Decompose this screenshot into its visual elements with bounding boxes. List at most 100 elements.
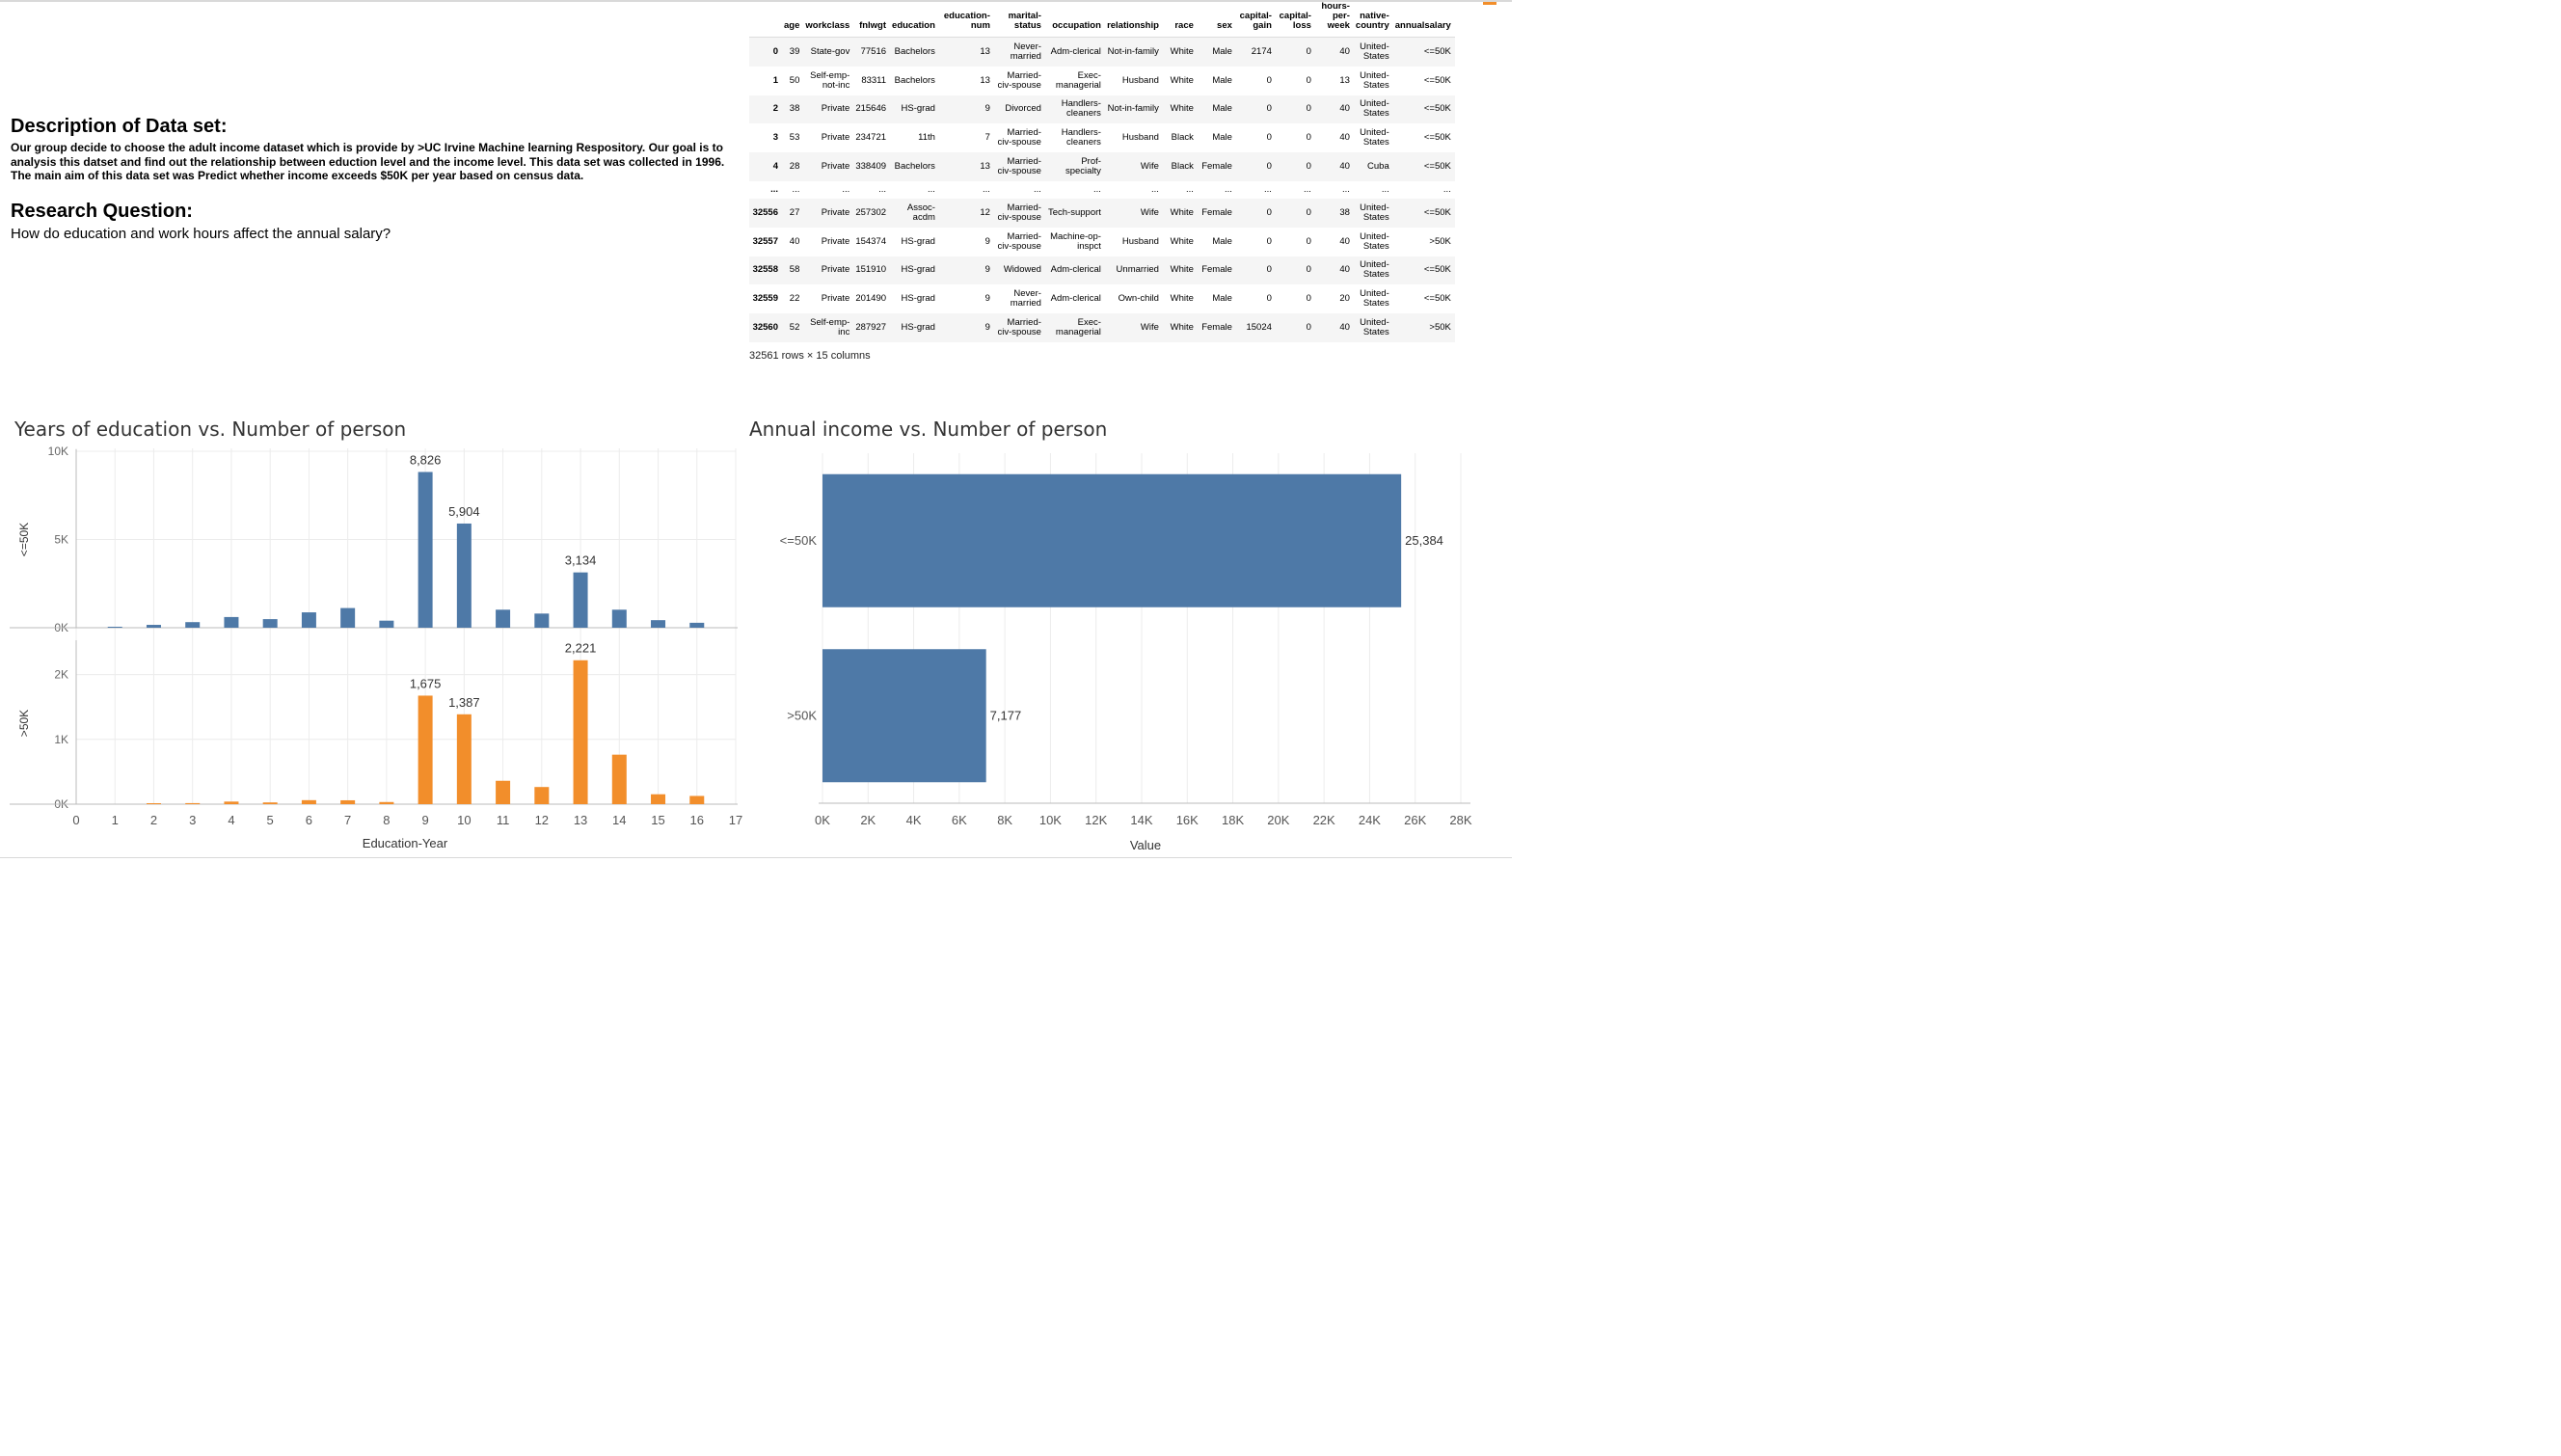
table-cell: Widowed bbox=[993, 256, 1045, 285]
table-cell: 2174 bbox=[1235, 37, 1276, 67]
table-column-header: capital-loss bbox=[1275, 2, 1315, 38]
x-tick-label: 20K bbox=[1267, 813, 1289, 827]
table-cell: 9 bbox=[938, 256, 994, 285]
table-cell: Black bbox=[1171, 132, 1194, 144]
table-cell: 154374 bbox=[855, 235, 887, 247]
table-cell: Husband bbox=[1121, 235, 1159, 247]
table-cell: 0 bbox=[1306, 235, 1311, 247]
table-cell: Private bbox=[803, 198, 854, 228]
table-cell: Handlers-cleaners bbox=[1061, 127, 1101, 148]
x-tick-label: 1 bbox=[112, 813, 119, 827]
table-cell: 0 bbox=[1266, 235, 1272, 247]
table-cell: Male bbox=[1212, 132, 1232, 144]
table-cell: 52 bbox=[782, 313, 804, 342]
x-tick-label: 6 bbox=[306, 813, 312, 827]
table-cell: White bbox=[1170, 74, 1194, 86]
income-bar-chart: 0K 2K 4K 6K 8K 10K 12K 14K 16K 18K 20K 22K 24K 26K 28K… bbox=[780, 453, 1472, 852]
row-index: 32559 bbox=[752, 293, 778, 305]
data-label: 1,675 bbox=[410, 676, 442, 690]
bar bbox=[379, 801, 394, 804]
bar bbox=[185, 802, 201, 804]
bar bbox=[224, 801, 239, 804]
table-column-header: race bbox=[1162, 2, 1198, 38]
table-row: 0 39 State-gov 77516 Bachelors 13 Never-marrie… bbox=[749, 37, 1455, 67]
bar bbox=[573, 660, 588, 804]
table-cell: 0 bbox=[1275, 94, 1315, 124]
table-cell: Bachelors bbox=[890, 37, 939, 67]
table-cell: Never-married bbox=[1010, 288, 1041, 310]
table-cell: White bbox=[1170, 235, 1194, 247]
table-cell: 0 bbox=[1275, 256, 1315, 285]
x-tick-label: 0K bbox=[815, 813, 830, 827]
table-cell: HS-grad bbox=[890, 256, 939, 285]
table-cell: Unmarried bbox=[1104, 256, 1163, 285]
table-column-header bbox=[749, 2, 782, 38]
table-cell: Not-in-family bbox=[1104, 37, 1163, 67]
table-cell: 11th bbox=[918, 132, 935, 144]
table-cell: HS-grad bbox=[890, 94, 939, 124]
table-cell: >50K bbox=[1392, 313, 1455, 342]
description-panel: Description of Data set: Our group decid… bbox=[11, 114, 734, 243]
table-cell: 201490 bbox=[855, 293, 887, 305]
table-cell: 0 bbox=[1266, 293, 1272, 305]
table-cell: Adm-clerical bbox=[1044, 37, 1105, 67]
table-cell: 9 bbox=[984, 293, 990, 305]
row-index: ... bbox=[770, 183, 778, 195]
table-cell: ... bbox=[1092, 183, 1101, 195]
table-cell: 38 bbox=[1314, 198, 1354, 228]
table-column-header: capital-gain bbox=[1235, 2, 1276, 38]
top-border bbox=[0, 0, 1512, 2]
bar bbox=[822, 649, 986, 783]
table-cell: Not-in-family bbox=[1104, 94, 1163, 124]
table-cell: 9 bbox=[938, 94, 994, 124]
table-cell: 27 bbox=[782, 198, 804, 228]
x-tick-label: 16 bbox=[690, 813, 704, 827]
table-cell: 0 bbox=[1306, 293, 1311, 305]
y-tick-label: 1K bbox=[54, 733, 68, 746]
table-cell: Assoc-acdm bbox=[890, 198, 939, 228]
scroll-indicator bbox=[1483, 2, 1496, 5]
x-tick-label: 14K bbox=[1130, 813, 1152, 827]
table-column-header: workclass bbox=[803, 2, 854, 38]
table-column-header: native-country bbox=[1353, 2, 1393, 38]
table-cell: 13 bbox=[938, 152, 994, 181]
table-cell: Female bbox=[1197, 313, 1236, 342]
x-tick-label: 3 bbox=[189, 813, 196, 827]
table-header-row: age workclass fnlwgt education education-num… bbox=[749, 2, 1455, 38]
table-row: 1 50 Self-emp-not-inc 83311 Bachelors 13 Marri… bbox=[749, 67, 1455, 95]
x-tick-label: 2 bbox=[150, 813, 157, 827]
row-index: 32558 bbox=[749, 256, 782, 285]
table-row: 32560 52 Self-emp-inc 287927 HS-grad 9 Married… bbox=[749, 313, 1455, 342]
table-cell: ... bbox=[878, 183, 887, 195]
row-index: 32556 bbox=[749, 198, 782, 228]
bar bbox=[496, 780, 511, 804]
bar bbox=[301, 612, 316, 628]
table-cell: White bbox=[1170, 293, 1194, 305]
bar bbox=[418, 695, 433, 804]
table-row: 32558 58 Private 151910 HS-grad 9 Widowed Adm-c… bbox=[749, 256, 1455, 285]
category-label: >50K bbox=[787, 708, 817, 722]
table-cell: White bbox=[1162, 256, 1198, 285]
table-cell: Own-child bbox=[1118, 293, 1159, 305]
table-cell: 40 bbox=[1339, 132, 1350, 144]
bar bbox=[534, 613, 550, 628]
table-row: 32557 40 Private 154374 HS-grad 9 Married-civ-… bbox=[749, 228, 1455, 256]
table-cell: Wife bbox=[1104, 313, 1163, 342]
table-column-header: occupation bbox=[1044, 2, 1105, 38]
table-column-header: age bbox=[782, 2, 804, 38]
table-cell: United-States bbox=[1353, 94, 1393, 124]
table-cell: White bbox=[1162, 37, 1198, 67]
table-cell: Bachelors bbox=[890, 152, 939, 181]
table-cell: ... bbox=[1185, 183, 1194, 195]
data-label: 2,221 bbox=[565, 641, 597, 656]
table-cell: ... bbox=[1381, 183, 1389, 195]
table-cell: <=50K bbox=[1392, 198, 1455, 228]
table-cell: Female bbox=[1197, 256, 1236, 285]
x-tick-label: 18K bbox=[1222, 813, 1244, 827]
table-cell: 22 bbox=[789, 293, 800, 305]
description-body: Our group decide to choose the adult inc… bbox=[11, 141, 725, 182]
table-cell: <=50K bbox=[1423, 74, 1451, 86]
data-label: 25,384 bbox=[1405, 533, 1443, 548]
table-cell: Female bbox=[1197, 152, 1236, 181]
education-bar-chart: 0K5K10K<=50K8,8265,9043,1340K1K2K>50K1,6… bbox=[10, 445, 742, 850]
